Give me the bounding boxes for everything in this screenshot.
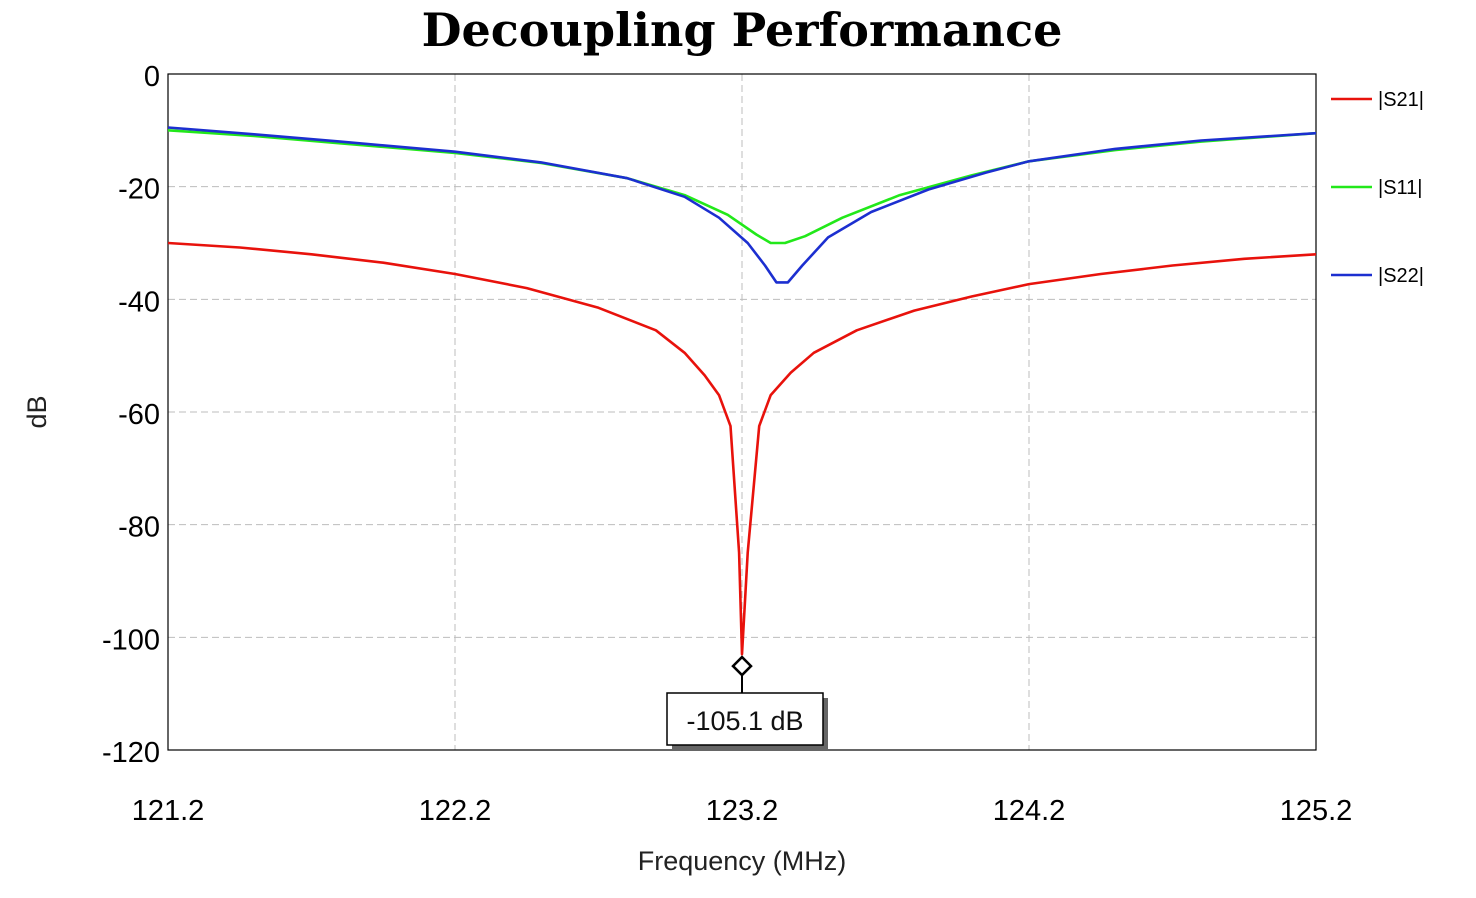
series-layer — [167, 126, 1317, 656]
x-axis-ticks: 121.2 122.2 123.2 124.2 125.2 — [132, 795, 1353, 827]
marker-label-box — [666, 692, 824, 746]
marker-diamond — [731, 655, 753, 677]
x-tick-label: 124.2 — [993, 795, 1066, 827]
y-axis-ticks: 0 -20 -40 -60 -80 -100 -120 — [102, 61, 160, 769]
y-tick-label: -80 — [118, 512, 160, 544]
y-axis-label: dB — [22, 395, 52, 428]
x-axis-label: Frequency (MHz) — [638, 846, 847, 876]
y-tick-label: -120 — [102, 737, 160, 769]
y-tick-label: -60 — [118, 399, 160, 431]
legend: |S21| |S11| |S22| — [1331, 89, 1424, 287]
marker-label-text: -105.1 dB — [686, 706, 803, 736]
legend-label: |S11| — [1378, 177, 1423, 199]
x-tick-label: 125.2 — [1280, 795, 1353, 827]
x-tick-label: 123.2 — [706, 795, 779, 827]
series-line — [167, 241, 1317, 656]
x-tick-label: 121.2 — [132, 795, 205, 827]
y-tick-label: -40 — [118, 286, 160, 318]
y-tick-label: 0 — [144, 61, 160, 93]
series-line — [167, 126, 1317, 284]
y-tick-label: -100 — [102, 624, 160, 656]
y-tick-label: -20 — [118, 174, 160, 206]
chart-title: Decoupling Performance — [422, 3, 1063, 57]
legend-label: |S22| — [1378, 265, 1424, 287]
legend-label: |S21| — [1378, 89, 1424, 111]
x-tick-label: 122.2 — [419, 795, 492, 827]
marker-annotation: -105.1 dB — [666, 655, 828, 750]
